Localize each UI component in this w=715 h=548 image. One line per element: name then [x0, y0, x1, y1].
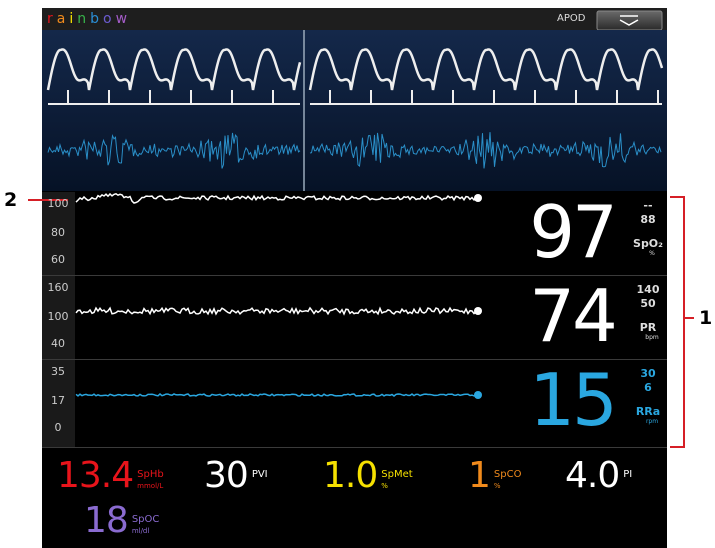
parameter-value: 74 — [529, 274, 618, 358]
pleth-wave — [46, 48, 302, 91]
pleth-wave — [308, 48, 664, 91]
parameter-label: PI — [623, 469, 633, 480]
parameter-value: 1 — [468, 455, 491, 496]
parameter-label: PR — [639, 321, 657, 334]
parameter-value: 15 — [529, 358, 618, 442]
trend-end — [474, 307, 482, 315]
acoustic-wave — [309, 132, 662, 169]
scale-label: 80 — [51, 226, 65, 239]
parameter-unit: rpm — [645, 418, 659, 425]
parameter-value: 97 — [529, 190, 618, 274]
parameter-label: RRa — [635, 405, 661, 418]
parameter-label: SpCO — [493, 469, 522, 480]
scale-label: 100 — [47, 197, 69, 210]
parameter-label: PVI — [251, 469, 268, 480]
header-bar — [42, 8, 667, 30]
callout-bracket — [670, 196, 694, 448]
parameter-label: SpHb — [137, 469, 164, 480]
trend-line — [75, 192, 479, 204]
parameter-label: SpMet — [381, 469, 413, 480]
alarm-low: 6 — [644, 381, 652, 394]
scale-label: 160 — [47, 281, 69, 294]
scale-label: 40 — [51, 337, 65, 350]
alarm-high: -- — [643, 199, 653, 212]
parameter-value: 4.0 — [565, 455, 620, 496]
pulse-markers — [48, 90, 300, 105]
trend-end — [474, 391, 482, 399]
scale-label: 0 — [54, 421, 62, 434]
acoustic-wave — [47, 132, 301, 169]
parameter-unit: % — [381, 482, 388, 490]
brand-logo: rainbow — [47, 11, 132, 27]
parameter-unit: mmol/L — [137, 482, 164, 490]
scale-column — [42, 192, 75, 447]
alarm-low: 50 — [640, 297, 656, 310]
parameter-unit: % — [493, 482, 501, 490]
scale-label: 17 — [51, 394, 65, 407]
parameter-value: 1.0 — [323, 455, 378, 496]
menu-button[interactable] — [596, 10, 663, 31]
trend-line — [75, 306, 479, 316]
trend-line — [75, 393, 479, 397]
scale-label: 100 — [47, 310, 69, 323]
trend-end — [474, 194, 482, 202]
parameter-label: SpOC — [131, 514, 160, 525]
pulse-markers — [310, 90, 662, 105]
callout-number: 2 — [4, 189, 18, 211]
mode-label: APOD — [557, 13, 586, 24]
menu-icon — [619, 15, 639, 26]
scale-label: 60 — [51, 253, 65, 266]
callout-number: 1 — [699, 307, 713, 329]
alarm-high: 30 — [640, 367, 656, 380]
alarm-low: 88 — [640, 213, 656, 226]
parameter-value: 13.4 — [57, 455, 134, 496]
parameter-unit: ml/dl — [131, 527, 150, 535]
parameter-unit: bpm — [645, 334, 659, 341]
scale-label: 35 — [51, 365, 65, 378]
alarm-high: 140 — [636, 283, 660, 296]
parameter-label: SpO₂ — [633, 237, 663, 250]
parameter-value: 30 — [204, 455, 249, 496]
parameter-value: 18 — [84, 500, 129, 541]
waves — [46, 48, 664, 399]
waveform-panel — [42, 30, 667, 191]
parameter-unit: % — [649, 250, 655, 257]
